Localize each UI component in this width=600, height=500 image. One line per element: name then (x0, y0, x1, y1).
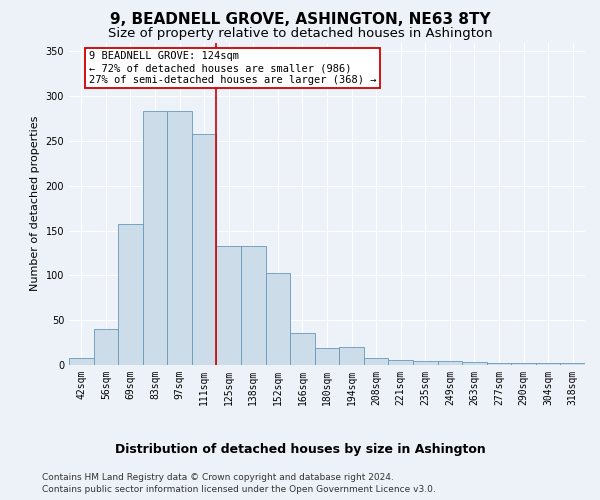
Bar (217, 246, 241, 365)
Bar (118, 224, 143, 365)
Bar (167, 112, 192, 365)
Bar (241, 246, 266, 365)
Text: Distribution of detached houses by size in Ashington: Distribution of detached houses by size … (115, 442, 485, 456)
Text: 9, BEADNELL GROVE, ASHINGTON, NE63 8TY: 9, BEADNELL GROVE, ASHINGTON, NE63 8TY (110, 12, 490, 28)
Y-axis label: Number of detached properties: Number of detached properties (30, 116, 40, 292)
Bar (413, 360, 437, 365)
Bar (290, 333, 315, 365)
Bar (388, 360, 413, 365)
Text: Contains public sector information licensed under the Open Government Licence v3: Contains public sector information licen… (42, 485, 436, 494)
Text: 9 BEADNELL GROVE: 124sqm
← 72% of detached houses are smaller (986)
27% of semi-: 9 BEADNELL GROVE: 124sqm ← 72% of detach… (89, 52, 376, 84)
Bar (487, 363, 511, 365)
Bar (364, 358, 388, 365)
Bar (339, 347, 364, 365)
Bar (192, 134, 217, 365)
Bar (315, 348, 339, 365)
Bar (94, 329, 118, 365)
Bar (536, 363, 560, 365)
Bar (560, 363, 585, 365)
Bar (266, 272, 290, 365)
Text: Size of property relative to detached houses in Ashington: Size of property relative to detached ho… (107, 28, 493, 40)
Text: Contains HM Land Registry data © Crown copyright and database right 2024.: Contains HM Land Registry data © Crown c… (42, 472, 394, 482)
Bar (511, 363, 536, 365)
Bar (69, 358, 94, 365)
Bar (143, 112, 167, 365)
Bar (462, 362, 487, 365)
Bar (437, 362, 462, 365)
